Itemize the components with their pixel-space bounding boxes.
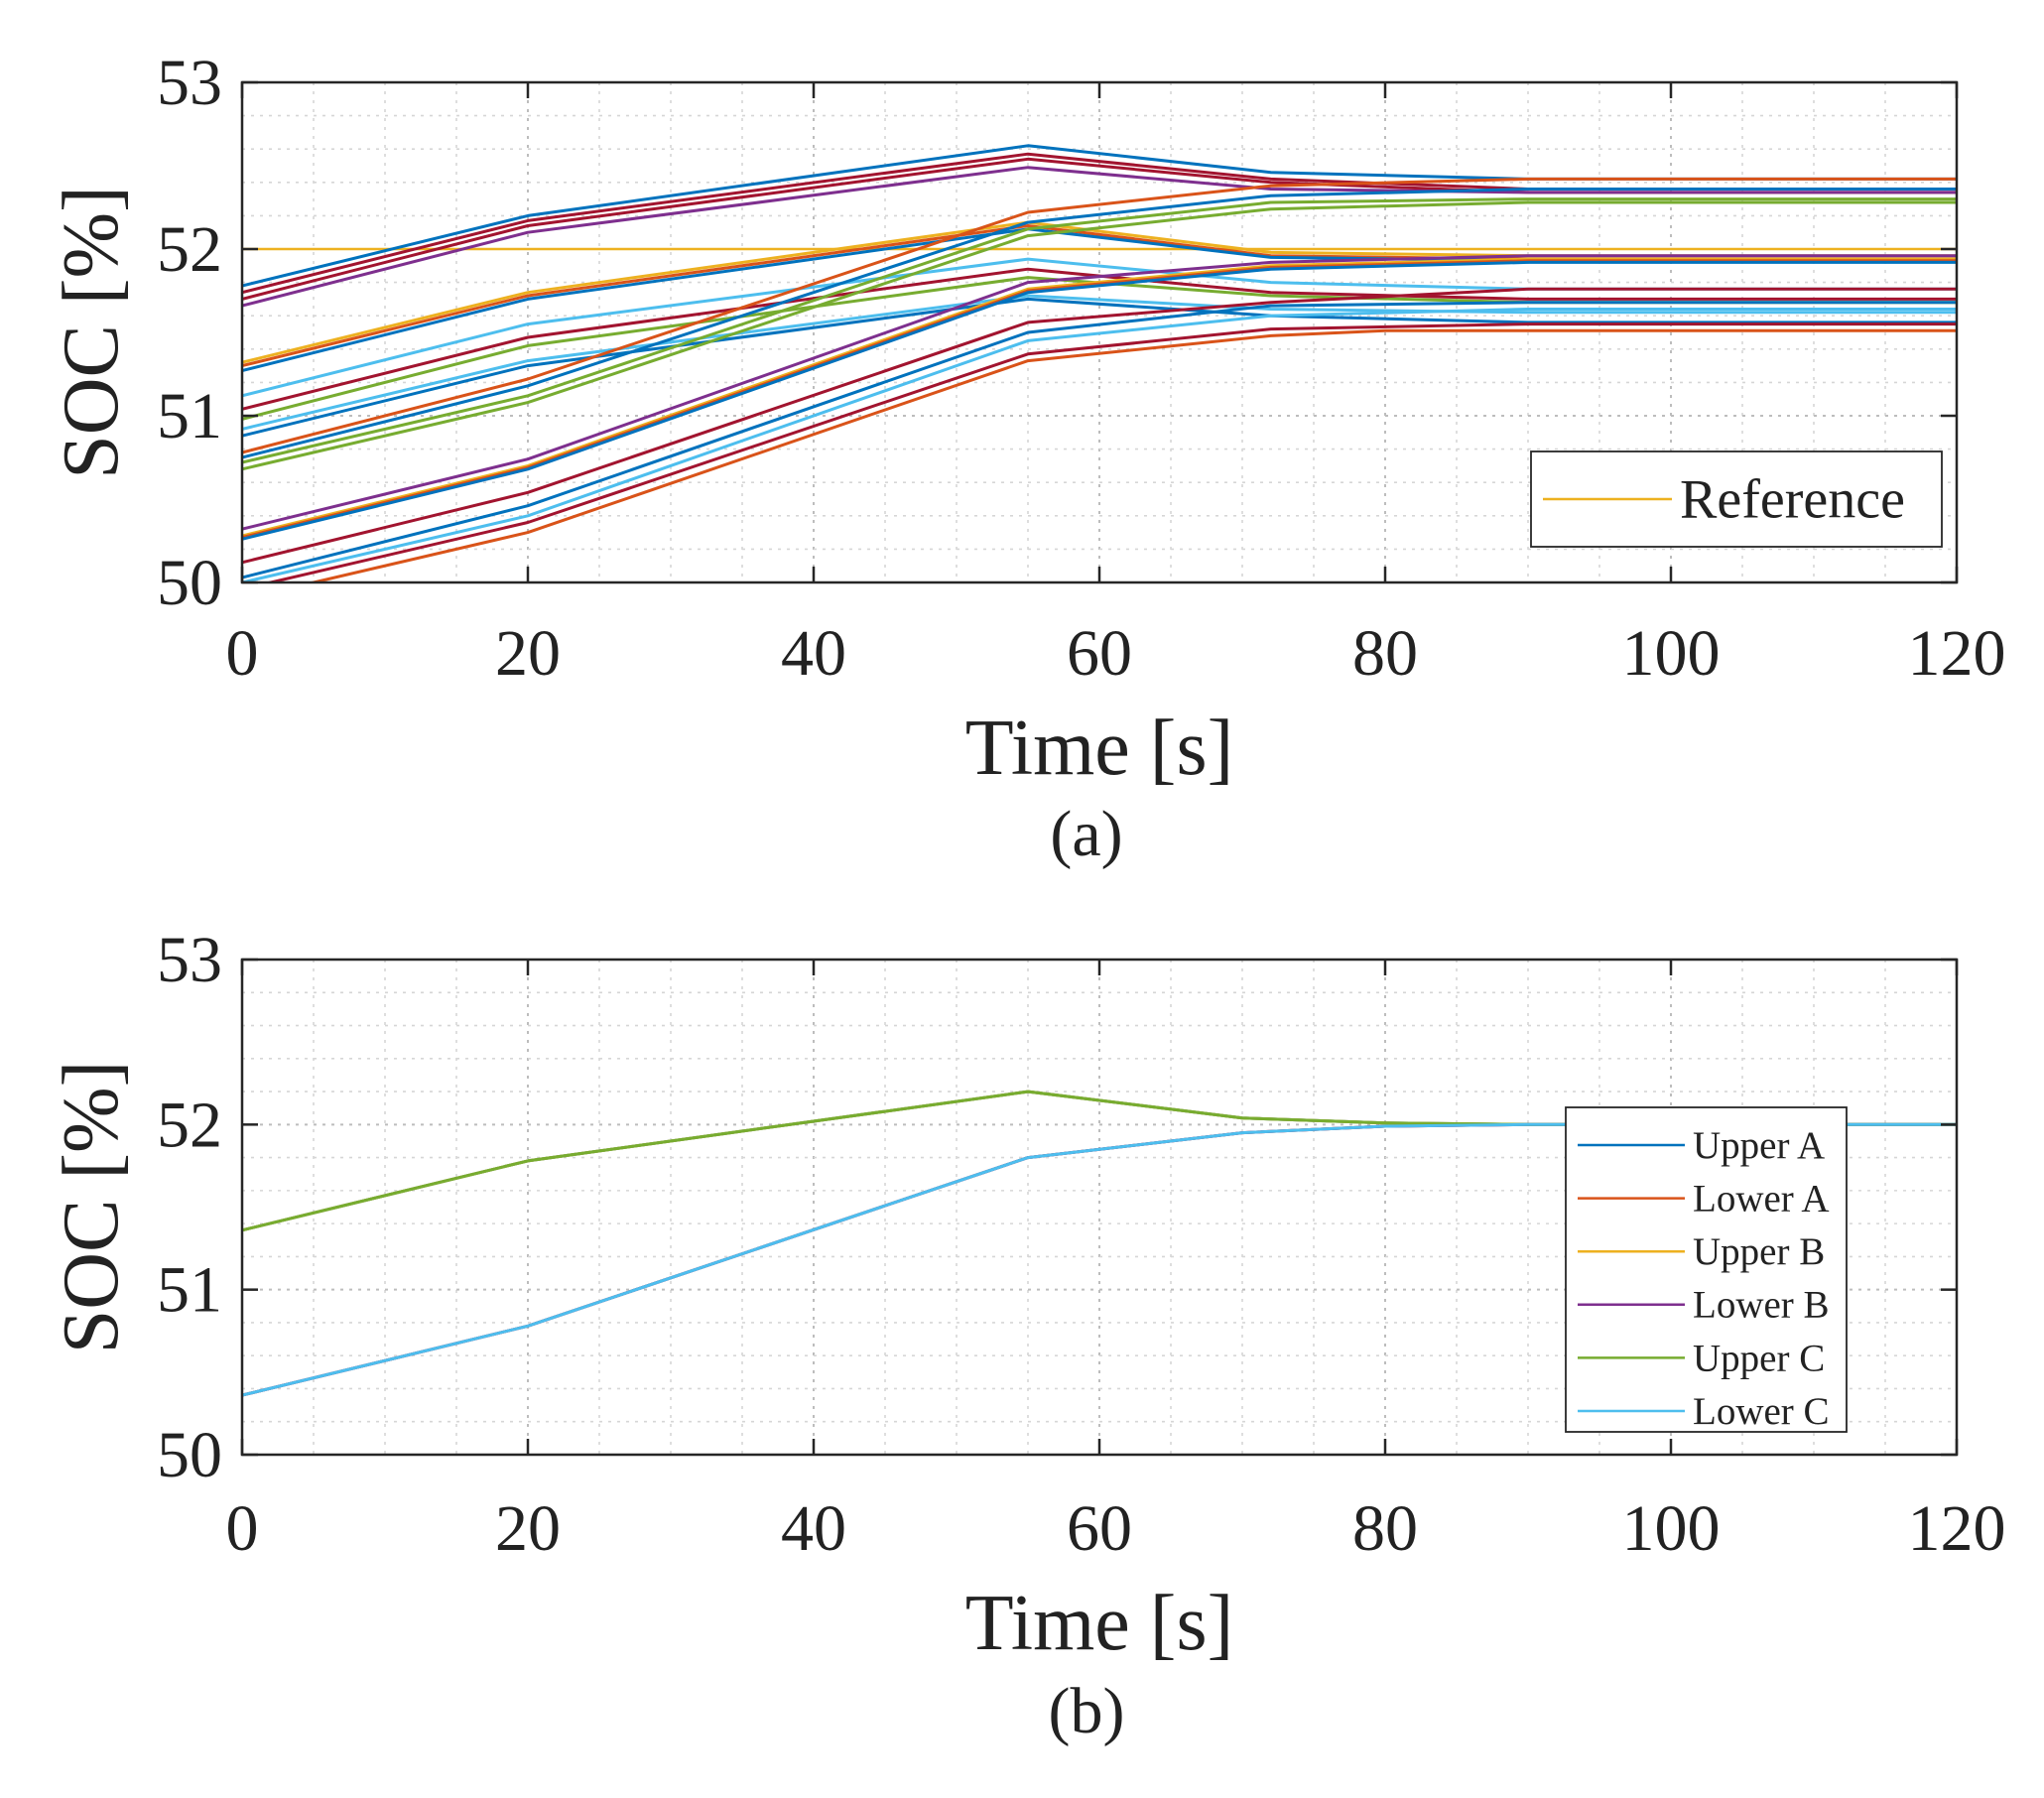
series-line-20: [242, 260, 1957, 541]
x-tick-label: 80: [1352, 1492, 1418, 1565]
y-tick-label: 52: [157, 1089, 222, 1161]
series-line-11: [242, 297, 1957, 438]
series-line-lower-c: [242, 1122, 1957, 1397]
axis-ticks: 0 20 40 60 80 100 120 50 51 52 53: [157, 47, 2006, 690]
x-tick-label: 0: [226, 617, 259, 690]
series-line-15: [242, 197, 1957, 464]
series-line-25: [307, 328, 1957, 582]
x-tick-label: 20: [495, 1492, 561, 1565]
series-line-12: [242, 294, 1957, 431]
series-line-22: [242, 301, 1957, 579]
chart-b: 0 20 40 60 80 100 120 50 51 52 53 Time [s] SOC [%] (b…: [48, 924, 2006, 1747]
y-axis-label: SOC [%]: [48, 186, 135, 479]
x-tick-label: 60: [1067, 617, 1132, 690]
y-tick-label: 50: [157, 1419, 222, 1491]
legend: Reference: [1530, 450, 1943, 548]
x-tick-label: 120: [1908, 617, 2006, 690]
legend-label: Upper B: [1693, 1230, 1825, 1273]
x-axis-label: Time [s]: [965, 705, 1233, 792]
y-tick-label: 53: [157, 47, 222, 119]
legend-box: [1565, 1106, 1848, 1433]
y-tick-label: 53: [157, 924, 222, 996]
series-line-4: [242, 166, 1957, 308]
series-group: [242, 1090, 1957, 1397]
x-tick-label: 40: [781, 1492, 846, 1565]
y-tick-label: 50: [157, 547, 222, 619]
x-tick-label: 120: [1908, 1492, 2006, 1565]
series-line-16: [242, 200, 1957, 471]
legend-label: Upper A: [1693, 1124, 1825, 1167]
x-tick-label: 40: [781, 617, 846, 690]
y-tick-label: 52: [157, 213, 222, 286]
series-line-18: [242, 257, 1957, 538]
legend-label: Lower B: [1693, 1284, 1830, 1327]
series-line-24: [264, 322, 1957, 582]
x-tick-label: 100: [1622, 1492, 1721, 1565]
legend-label: Lower A: [1693, 1177, 1830, 1220]
x-tick-label: 100: [1622, 617, 1721, 690]
x-tick-label: 20: [495, 617, 561, 690]
legend: Upper A Lower A Upper B Lower B Upper C Lower…: [1565, 1106, 1848, 1433]
y-tick-label: 51: [157, 380, 222, 452]
y-tick-label: 51: [157, 1254, 222, 1327]
subfigure-caption: (a): [1050, 798, 1122, 870]
series-line-19: [242, 259, 1957, 540]
x-axis-label: Time [s]: [965, 1580, 1233, 1667]
series-line-23: [242, 308, 1957, 582]
series-line-13: [242, 177, 1957, 454]
y-axis-label: SOC [%]: [48, 1061, 135, 1354]
axis-ticks: 0 20 40 60 80 100 120 50 51 52 53: [157, 924, 2006, 1565]
x-tick-label: 60: [1067, 1492, 1132, 1565]
series-group: [242, 144, 1957, 582]
series-line-21: [242, 287, 1957, 565]
subfigure-caption: (b): [1049, 1675, 1125, 1747]
legend-label: Upper C: [1693, 1337, 1825, 1379]
x-tick-label: 80: [1352, 617, 1418, 690]
x-tick-label: 0: [226, 1492, 259, 1565]
series-line-14: [242, 188, 1957, 459]
legend-label: Reference: [1680, 468, 1905, 530]
chart-a: 0 20 40 60 80 100 120 50 51 52 53 Time [s] SOC [%] (a…: [48, 47, 2006, 870]
series-line-17: [242, 254, 1957, 531]
legend-label: Lower C: [1693, 1390, 1830, 1433]
